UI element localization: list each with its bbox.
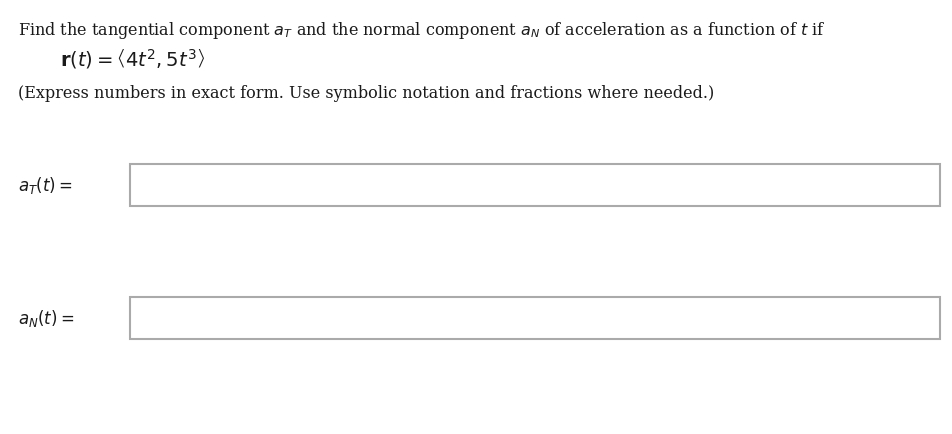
Text: (Express numbers in exact form. Use symbolic notation and fractions where needed: (Express numbers in exact form. Use symb… <box>18 85 713 102</box>
Text: Find the tangential component $a_T$ and the normal component $a_N$ of accelerati: Find the tangential component $a_T$ and … <box>18 20 824 41</box>
Text: $a_T(t) =$: $a_T(t) =$ <box>18 175 72 196</box>
FancyBboxPatch shape <box>129 164 939 207</box>
FancyBboxPatch shape <box>129 297 939 339</box>
Text: $\mathbf{r}(t) = \left\langle 4t^2, 5t^3 \right\rangle$: $\mathbf{r}(t) = \left\langle 4t^2, 5t^3… <box>60 47 205 71</box>
Text: $a_N(t) =$: $a_N(t) =$ <box>18 308 74 329</box>
